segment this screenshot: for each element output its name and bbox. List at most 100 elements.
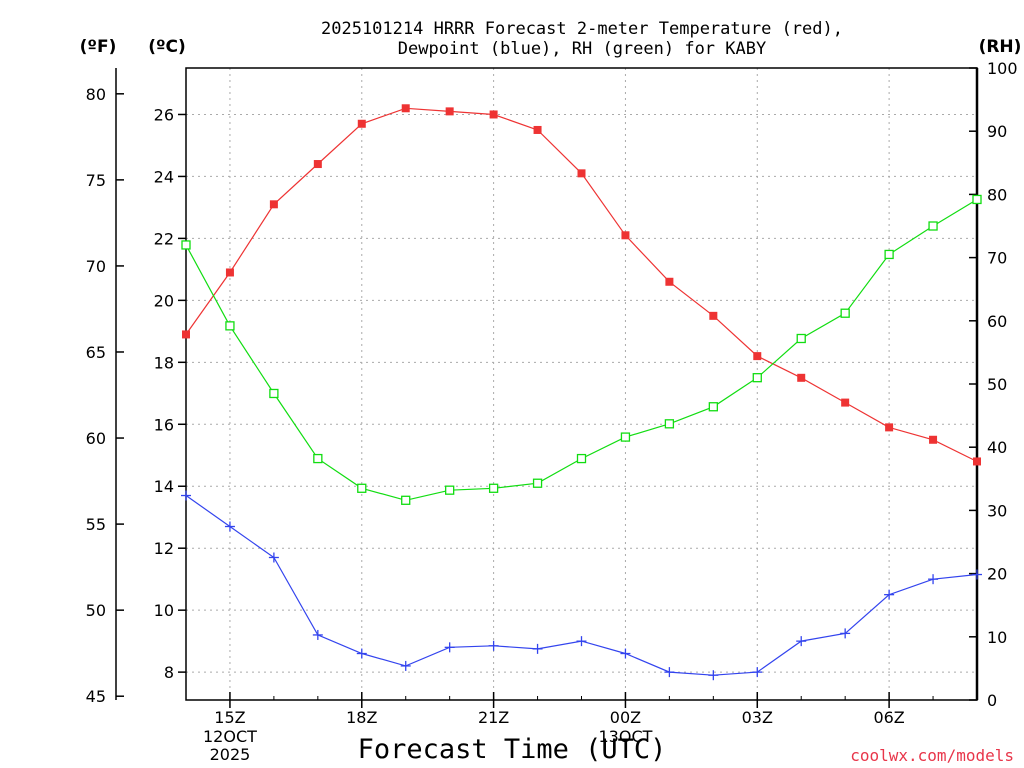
rh-unit-label: (RH) <box>979 37 1022 57</box>
rh-tick-label: 90 <box>987 122 1007 141</box>
x-tick-label: 06Z <box>873 708 904 727</box>
celsius-tick-label: 26 <box>154 105 174 124</box>
dewpoint-point <box>444 642 455 653</box>
rh-point <box>664 419 675 429</box>
dewpoint-point <box>928 574 939 585</box>
fahrenheit-tick-label: 55 <box>86 515 106 534</box>
temperature-point <box>577 169 586 178</box>
dewpoint-point <box>972 569 982 580</box>
chart-title-line2: Dewpoint (blue), RH (green) for KABY <box>398 39 766 59</box>
rh-tick-label: 80 <box>987 185 1007 204</box>
rh-tick-label: 70 <box>987 249 1007 268</box>
fahrenheit-axis: 45 50 55 60 65 70 75 80 <box>86 85 124 706</box>
dewpoint-point <box>576 636 587 647</box>
rh-point <box>269 388 279 399</box>
rh-tick-label: 100 <box>987 59 1018 78</box>
x-date-label: 12OCT <box>203 727 257 746</box>
dewpoint-point <box>884 589 895 600</box>
rh-tick-label: 50 <box>987 375 1007 394</box>
rh-axis: 0 10 20 30 40 50 60 70 80 90 100 <box>969 59 1018 710</box>
temperature-point <box>445 107 454 116</box>
series-layer <box>181 104 982 681</box>
temperature-point <box>225 268 234 277</box>
dewpoint-point <box>620 648 631 659</box>
dewpoint-point <box>224 521 235 532</box>
fahrenheit-tick-label: 65 <box>86 343 106 362</box>
rh-tick-label: 20 <box>987 565 1007 584</box>
fahrenheit-tick-label: 80 <box>86 85 106 104</box>
celsius-tick-label: 10 <box>154 601 174 620</box>
rh-point <box>620 432 631 442</box>
celsius-tick-label: 12 <box>154 539 174 558</box>
celsius-tick-label: 16 <box>154 415 174 434</box>
rh-tick-label: 40 <box>987 438 1007 457</box>
celsius-unit-label: (ºC) <box>148 37 186 57</box>
rh-point <box>313 453 323 464</box>
fahrenheit-tick-label: 50 <box>86 601 106 620</box>
rh-tick-label: 30 <box>987 501 1007 520</box>
temperature-point <box>401 104 410 113</box>
dewpoint-point <box>840 628 851 639</box>
temperature-point <box>489 110 498 119</box>
temperature-point <box>929 435 938 444</box>
dewpoint-point <box>312 629 323 640</box>
fahrenheit-tick-label: 70 <box>86 257 106 276</box>
temperature-point <box>797 373 806 382</box>
credit-text: coolwx.com/models <box>850 746 1014 765</box>
x-tick-label: 15Z <box>214 708 245 727</box>
rh-point <box>225 321 235 331</box>
dewpoint-point <box>664 667 675 678</box>
temperature-point <box>753 352 762 361</box>
fahrenheit-tick-label: 75 <box>86 171 106 190</box>
rh-point <box>401 495 411 505</box>
chart-title-line1: 2025101214 HRRR Forecast 2-meter Tempera… <box>321 19 843 39</box>
dewpoint-point <box>400 660 411 671</box>
temperature-point <box>885 423 894 432</box>
rh-point <box>884 249 894 260</box>
temperature-point <box>533 125 542 134</box>
fahrenheit-unit-label: (ºF) <box>80 37 117 57</box>
x-year-label: 2025 <box>210 745 251 764</box>
dewpoint-point <box>181 490 191 501</box>
temperature-point <box>182 330 190 339</box>
rh-point <box>708 402 718 412</box>
temperature-point <box>709 311 718 320</box>
temperature-point <box>841 398 850 407</box>
x-axis-title: Forecast Time (UTC) <box>358 734 667 765</box>
temperature-point <box>357 119 366 128</box>
temperature-point <box>621 231 630 240</box>
fahrenheit-tick-label: 60 <box>86 429 106 448</box>
celsius-tick-label: 20 <box>154 291 174 310</box>
dewpoint-point <box>708 670 719 681</box>
x-tick-label: 21Z <box>478 708 509 727</box>
x-tick-label: 00Z <box>610 708 641 727</box>
rh-point <box>796 333 806 344</box>
rh-point <box>752 373 762 383</box>
fahrenheit-tick-label: 45 <box>86 687 106 706</box>
rh-tick-label: 60 <box>987 312 1007 331</box>
rh-tick-label: 0 <box>987 691 997 710</box>
temperature-point <box>665 277 674 286</box>
dewpoint-point <box>356 648 367 659</box>
rh-point <box>488 483 499 493</box>
dewpoint-point <box>796 636 807 647</box>
celsius-axis: 8 10 12 14 16 18 20 22 24 26 <box>154 105 186 682</box>
celsius-tick-label: 14 <box>154 477 174 496</box>
celsius-tick-label: 18 <box>154 353 174 372</box>
rh-point <box>181 240 191 250</box>
dewpoint-point <box>268 552 279 563</box>
rh-tick-label: 10 <box>987 628 1007 647</box>
temperature-point <box>313 160 322 169</box>
dewpoint-point <box>488 640 499 651</box>
x-tick-label: 18Z <box>346 708 377 727</box>
rh-point <box>357 483 367 493</box>
x-date-label: 13OCT <box>598 727 652 746</box>
temperature-point <box>973 457 981 466</box>
dewpoint-point <box>752 667 763 678</box>
rh-point <box>928 221 938 231</box>
rh-point <box>445 485 455 495</box>
celsius-tick-label: 8 <box>164 663 174 682</box>
